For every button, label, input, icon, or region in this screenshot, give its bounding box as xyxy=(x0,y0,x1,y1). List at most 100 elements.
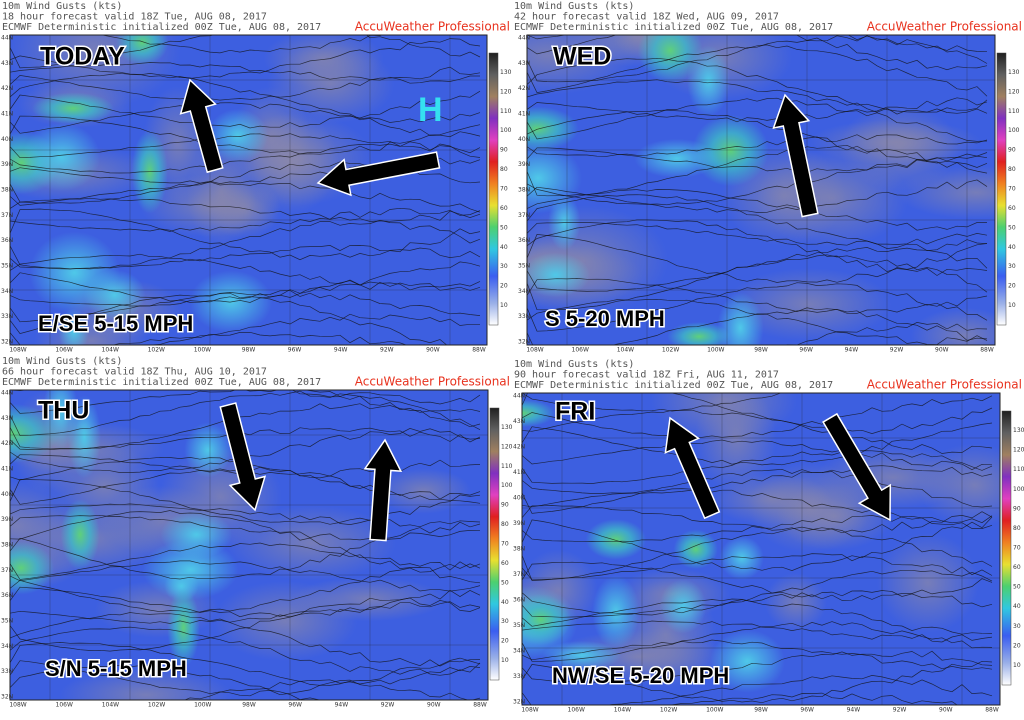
streamline xyxy=(10,514,481,541)
streamline xyxy=(527,44,988,97)
colorbar-label: 80 xyxy=(1013,525,1021,532)
streamline xyxy=(527,134,988,157)
streamline xyxy=(527,97,988,142)
streamline xyxy=(522,395,993,439)
latitude-label: 38N xyxy=(1,187,13,194)
latitude-label: 44N xyxy=(1,35,13,42)
panel-header: 10m Wind Gusts (kts) xyxy=(2,356,122,367)
latitude-label: 41N xyxy=(518,111,530,118)
streamline xyxy=(10,207,481,232)
gust-area xyxy=(673,529,718,570)
streamline xyxy=(10,115,481,155)
map-frame xyxy=(9,389,489,701)
streamline xyxy=(10,390,481,414)
longitude-label: 94W xyxy=(334,347,348,354)
colorbar-label: 100 xyxy=(1008,127,1020,134)
streamline xyxy=(527,219,988,276)
longitude-label: 94W xyxy=(335,702,349,709)
colorbar-label: 30 xyxy=(1013,623,1021,630)
colorbar-label: 60 xyxy=(501,560,509,567)
colorbar-label: 130 xyxy=(1008,69,1020,76)
streamline xyxy=(527,247,988,292)
colorbar-label: 20 xyxy=(500,283,508,290)
latitude-label: 43N xyxy=(513,418,525,425)
colorbar-label: 110 xyxy=(500,108,512,115)
latitude-label: 33N xyxy=(513,673,525,680)
colorbar-label: 130 xyxy=(500,69,512,76)
latitude-label: 38N xyxy=(1,542,13,549)
colorbar-label: 100 xyxy=(501,482,513,489)
latitude-label: 32N xyxy=(513,699,525,706)
latitude-label: 34N xyxy=(1,643,13,650)
longitude-label: 106W xyxy=(56,702,73,709)
streamline xyxy=(10,427,481,451)
latitude-label: 37N xyxy=(1,567,13,574)
streamline xyxy=(522,409,993,454)
gust-area xyxy=(60,499,100,570)
colorbar-label: 120 xyxy=(1013,447,1024,454)
latitude-label: 39N xyxy=(518,161,530,168)
gust-area xyxy=(226,505,396,581)
streamline xyxy=(10,281,481,307)
gust-area xyxy=(527,106,579,152)
longitude-label: 98W xyxy=(242,347,256,354)
day-label: WED xyxy=(553,43,611,71)
streamline xyxy=(10,612,481,667)
streamline xyxy=(10,72,481,123)
map: 32N 33N 34N 35N 36N 37N 38N 39N 40N 41N 42N 43N 44N 1… xyxy=(1,34,488,354)
colorbar-label: 130 xyxy=(501,424,513,431)
streamline xyxy=(522,393,782,412)
gust-area xyxy=(207,108,269,163)
streamline xyxy=(527,147,988,173)
colorbar-label: 110 xyxy=(501,463,513,470)
longitude-label: 104W xyxy=(617,347,634,354)
longitude-label: 90W xyxy=(427,702,441,709)
latitude-label: 32N xyxy=(1,339,13,346)
longitude-label: 98W xyxy=(242,702,256,709)
streamline xyxy=(522,516,993,571)
gust-area xyxy=(522,399,556,428)
longitude-label: 92W xyxy=(893,707,907,714)
colorbar-label: 20 xyxy=(1013,642,1021,649)
wind-label: S 5-20 MPH xyxy=(545,306,665,331)
latitude-label: 41N xyxy=(513,469,525,476)
map: 32N 33N 34N 35N 36N 37N 38N 39N 40N 41N 42N 43N 44N 1… xyxy=(513,392,1001,714)
map-field xyxy=(10,35,487,345)
colorbar-label: 40 xyxy=(1013,603,1021,610)
colorbar-label: 120 xyxy=(500,88,512,95)
longitude-label: 100W xyxy=(194,702,211,709)
latitude-label: 44N xyxy=(1,390,13,397)
streamline xyxy=(10,479,481,525)
streamline xyxy=(10,102,481,138)
latitude-label: 35N xyxy=(1,618,13,625)
latitude-label: 42N xyxy=(518,85,530,92)
colorbar-label: 10 xyxy=(1008,302,1016,309)
colorbar-label: 10 xyxy=(501,657,509,664)
gust-area xyxy=(755,149,909,248)
gust-area xyxy=(376,468,471,514)
streamline xyxy=(10,510,481,571)
latitude-label: 44N xyxy=(513,393,525,400)
streamline xyxy=(10,35,481,69)
colorbar xyxy=(1001,410,1012,686)
longitude-label: 108W xyxy=(9,347,26,354)
streamline xyxy=(527,322,988,345)
streamline xyxy=(527,189,988,231)
panel-header: 10m Wind Gusts (kts) xyxy=(514,1,634,12)
streamline xyxy=(527,194,988,251)
wind-arrow xyxy=(664,416,721,520)
panel-header: ECMWF Deterministic initialized 00Z Tue,… xyxy=(514,22,833,33)
latitude-label: 38N xyxy=(513,546,525,553)
gust-area xyxy=(634,138,720,179)
gust-area xyxy=(896,165,995,220)
gust-area xyxy=(29,231,120,314)
wind-label: E/SE 5-15 MPH xyxy=(38,311,193,336)
streamline xyxy=(522,488,993,524)
streamline xyxy=(522,639,993,670)
gust-area xyxy=(10,403,60,464)
colorbar-label: 10 xyxy=(1013,662,1021,669)
colorbar-label: 60 xyxy=(500,205,508,212)
colorbar-label: 110 xyxy=(1008,108,1020,115)
colorbar-label: 40 xyxy=(500,244,508,251)
latitude-label: 35N xyxy=(513,622,525,629)
